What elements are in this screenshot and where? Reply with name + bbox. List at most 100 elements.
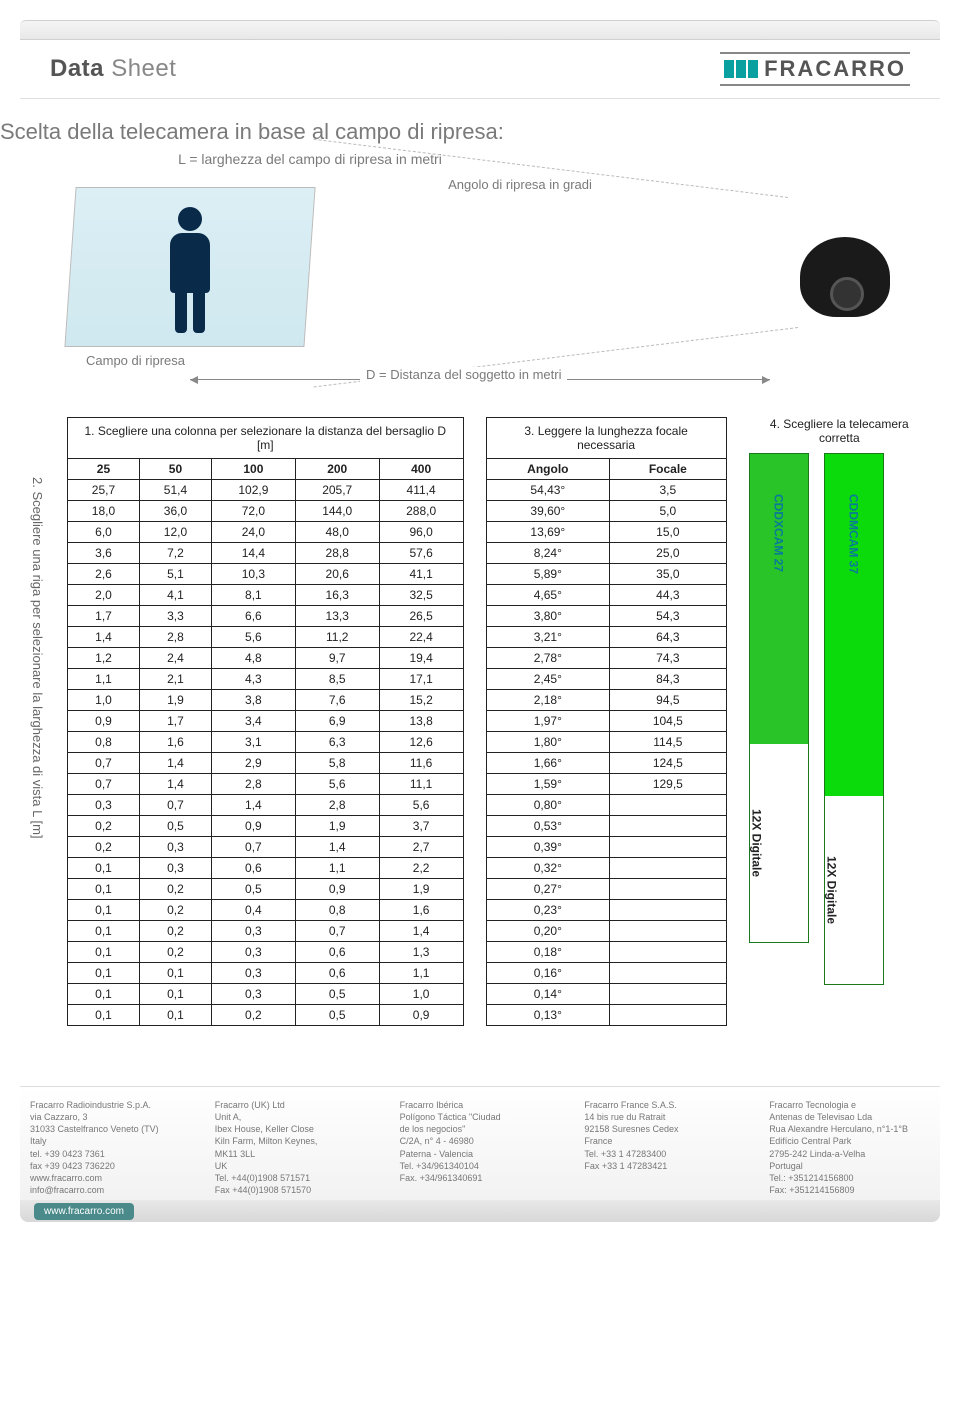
- table-cell: 4,1: [139, 585, 211, 606]
- camera-col-2: CDDMCAM 37 12X Digitale: [824, 453, 884, 985]
- table-cell: 0,6: [211, 858, 295, 879]
- table-cell: 1,4: [379, 921, 463, 942]
- footer-line: 31033 Castelfranco Veneto (TV): [30, 1123, 191, 1135]
- table-cell: 1,6: [139, 732, 211, 753]
- table1-header: 100: [211, 459, 295, 480]
- table-cell: 6,6: [211, 606, 295, 627]
- table-cell: 10,3: [211, 564, 295, 585]
- table-cell: 0,3: [211, 942, 295, 963]
- table-row: 0,23°: [486, 900, 726, 921]
- camera-bars: CDDXCAM 27 12X Digitale CDDMCAM 37 12X D…: [749, 453, 899, 983]
- table-row: 2,04,18,116,332,5: [68, 585, 464, 606]
- fov-diagram: Angolo di ripresa in gradi Campo di ripr…: [0, 177, 960, 397]
- table-row: 13,69°15,0: [486, 522, 726, 543]
- table-cell: 0,23°: [486, 900, 610, 921]
- table-row: 0,91,73,46,913,8: [68, 711, 464, 732]
- table-row: 0,18°: [486, 942, 726, 963]
- footer-line: Ibex House, Keller Close: [215, 1123, 376, 1135]
- table-cell: 13,3: [295, 606, 379, 627]
- table-cell: 11,1: [379, 774, 463, 795]
- table-cell: 41,1: [379, 564, 463, 585]
- table-cell: 8,24°: [486, 543, 610, 564]
- footer-line: tel. +39 0423 7361: [30, 1148, 191, 1160]
- footer-line: Tel. +34/961340104: [400, 1160, 561, 1172]
- footer-line: Antenas de Televisao Lda: [769, 1111, 930, 1123]
- table-cell: 35,0: [610, 564, 727, 585]
- table-cell: 0,1: [68, 900, 140, 921]
- table-row: 1,66°124,5: [486, 753, 726, 774]
- table-cell: 24,0: [211, 522, 295, 543]
- table-cell: 64,3: [610, 627, 727, 648]
- table-cell: 0,3: [211, 963, 295, 984]
- table-row: 4,65°44,3: [486, 585, 726, 606]
- table-cell: 0,1: [139, 984, 211, 1005]
- table-cell: 0,5: [211, 879, 295, 900]
- table-row: 3,21°64,3: [486, 627, 726, 648]
- table-cell: 0,13°: [486, 1005, 610, 1026]
- table-cell: 13,69°: [486, 522, 610, 543]
- table-cell: 1,3: [379, 942, 463, 963]
- table-cell: 2,18°: [486, 690, 610, 711]
- table-cell: 3,3: [139, 606, 211, 627]
- footer: Fracarro Radioindustrie S.p.A.via Cazzar…: [20, 1086, 940, 1200]
- table-cell: 0,1: [68, 921, 140, 942]
- table-cell: 2,78°: [486, 648, 610, 669]
- table-cell: 0,9: [68, 711, 140, 732]
- table-cell: 0,4: [211, 900, 295, 921]
- table-cell: 0,39°: [486, 837, 610, 858]
- distance-table: 1. Scegliere una colonna per selezionare…: [67, 417, 464, 1026]
- table-cell: 0,2: [139, 921, 211, 942]
- table-cell: 96,0: [379, 522, 463, 543]
- table-cell: 44,3: [610, 585, 727, 606]
- table-cell: 4,8: [211, 648, 295, 669]
- table-cell: 1,9: [295, 816, 379, 837]
- label-angle: Angolo di ripresa in gradi: [430, 177, 610, 192]
- table-cell: 39,60°: [486, 501, 610, 522]
- footer-line: Rua Alexandre Herculano, n°1-1°B: [769, 1123, 930, 1135]
- table-cell: 1,9: [379, 879, 463, 900]
- table-cell: 26,5: [379, 606, 463, 627]
- table-cell: 0,3: [211, 984, 295, 1005]
- table-cell: 0,32°: [486, 858, 610, 879]
- footer-line: Fracarro Radioindustrie S.p.A.: [30, 1099, 191, 1111]
- table1-header: 200: [295, 459, 379, 480]
- table-cell: 2,2: [379, 858, 463, 879]
- table-cell: [610, 942, 727, 963]
- table-cell: 0,80°: [486, 795, 610, 816]
- table-cell: [610, 879, 727, 900]
- table-row: 39,60°5,0: [486, 501, 726, 522]
- table-row: 0,27°: [486, 879, 726, 900]
- table-cell: 3,6: [68, 543, 140, 564]
- table-cell: 3,4: [211, 711, 295, 732]
- table-cell: 3,80°: [486, 606, 610, 627]
- footer-line: via Cazzaro, 3: [30, 1111, 191, 1123]
- camera-model-1: CDDXCAM 27: [772, 494, 786, 572]
- table-cell: 84,3: [610, 669, 727, 690]
- table-cell: 0,5: [139, 816, 211, 837]
- table-cell: 74,3: [610, 648, 727, 669]
- table2-caption: 3. Leggere la lunghezza focale necessari…: [486, 418, 726, 459]
- table-cell: 1,4: [139, 753, 211, 774]
- tables-area: 2. Scegliere una riga per selezionare la…: [30, 417, 930, 1026]
- table-cell: 0,7: [68, 774, 140, 795]
- table-row: 1,01,93,87,615,2: [68, 690, 464, 711]
- table-cell: 1,97°: [486, 711, 610, 732]
- table-cell: 129,5: [610, 774, 727, 795]
- table-cell: 0,8: [68, 732, 140, 753]
- footer-line: Fax +44(0)1908 571570: [215, 1184, 376, 1196]
- table-cell: 102,9: [211, 480, 295, 501]
- table-row: 25,751,4102,9205,7411,4: [68, 480, 464, 501]
- table-row: 2,65,110,320,641,1: [68, 564, 464, 585]
- brand-text: FRACARRO: [764, 56, 906, 82]
- table-cell: 2,0: [68, 585, 140, 606]
- table-cell: 57,6: [379, 543, 463, 564]
- table-cell: 1,4: [211, 795, 295, 816]
- table1-header: 25: [68, 459, 140, 480]
- table-cell: 0,1: [68, 963, 140, 984]
- table-cell: 0,8: [295, 900, 379, 921]
- footer-line: fax +39 0423 736220: [30, 1160, 191, 1172]
- footer-url[interactable]: www.fracarro.com: [34, 1203, 134, 1220]
- person-icon: [160, 207, 220, 337]
- table-cell: 20,6: [295, 564, 379, 585]
- table-cell: 12,6: [379, 732, 463, 753]
